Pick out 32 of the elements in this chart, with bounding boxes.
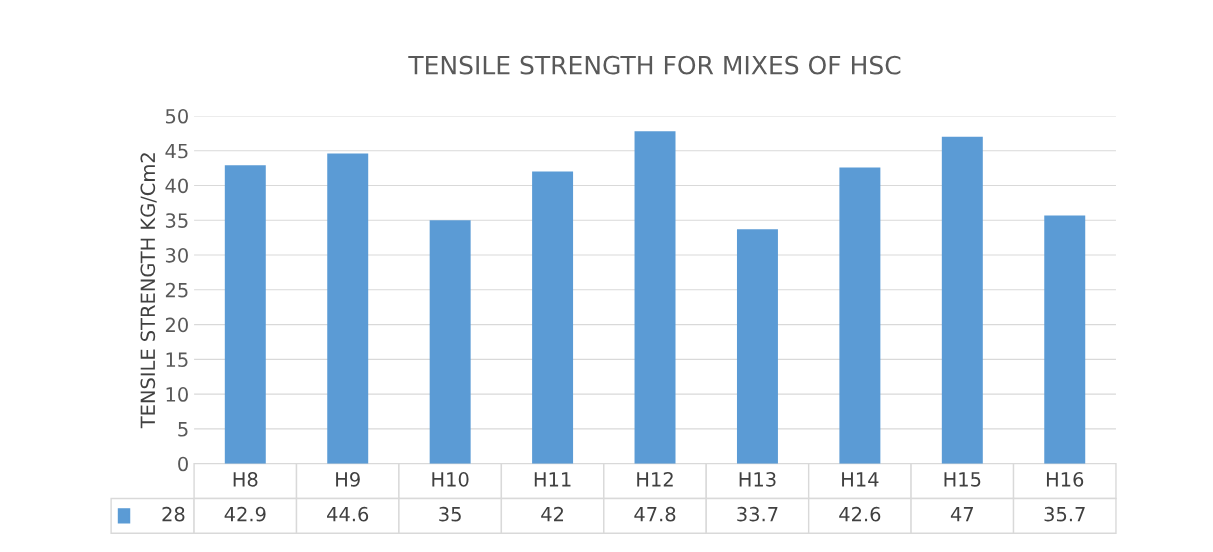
chart-title: TENSILE STRENGTH FOR MIXES OF HSC — [408, 55, 901, 75]
x-tick-label: H12 — [637, 472, 673, 487]
data-label: 35 — [439, 506, 461, 522]
y-tick-label: 25 — [165, 282, 188, 298]
y-tick-label: 5 — [178, 422, 188, 437]
x-tick-label: H9 — [336, 472, 360, 487]
x-tick-label: H14 — [842, 472, 879, 487]
data-label: 33.7 — [737, 506, 778, 522]
x-tick-label: H13 — [739, 472, 776, 487]
x-tick-label: H10 — [432, 472, 469, 487]
y-tick-label: 50 — [165, 108, 188, 124]
data-label: 42 — [541, 506, 564, 522]
y-tick-label: 40 — [165, 178, 188, 194]
data-label: 35.7 — [1044, 506, 1085, 522]
y-tick-label: 20 — [165, 317, 188, 333]
x-tick-label: H11 — [534, 472, 571, 487]
x-tick-label: H16 — [1046, 472, 1084, 487]
data-label: 42.6 — [839, 506, 881, 522]
y-tick-label: 30 — [165, 247, 188, 263]
data-label: 42.9 — [224, 506, 266, 522]
x-tick-label: H8 — [233, 472, 258, 487]
y-tick-label: 35 — [165, 213, 188, 228]
y-tick-label: 10 — [166, 387, 188, 402]
x-tick-label: H15 — [944, 472, 981, 487]
legend-label: 28 — [162, 506, 185, 522]
y-tick-label: 0 — [178, 456, 188, 472]
y-axis-title: TENSILE STRENGTH KG/Cm2 — [140, 153, 157, 429]
y-tick-label: 15 — [166, 352, 188, 368]
data-label: 47 — [950, 507, 974, 522]
data-label: 47.8 — [634, 506, 676, 522]
y-tick-label: 45 — [165, 143, 188, 159]
data-label: 44.6 — [327, 506, 369, 522]
